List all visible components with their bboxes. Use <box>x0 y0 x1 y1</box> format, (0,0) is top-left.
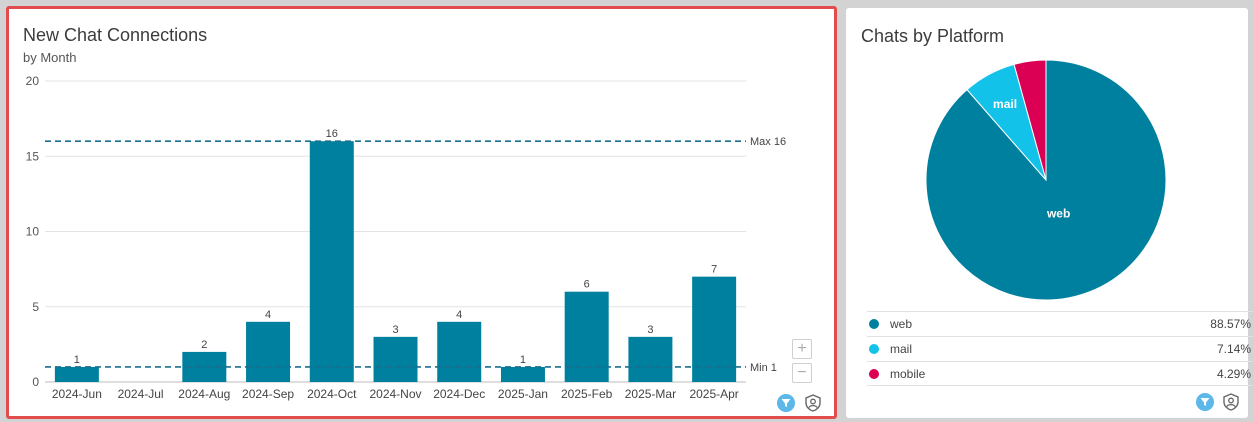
bar-value-label: 16 <box>326 128 338 140</box>
bar-value-label: 2 <box>201 339 207 351</box>
x-tick-label: 2025-Jan <box>498 387 548 401</box>
x-tick-label: 2024-Aug <box>178 387 230 401</box>
bar-chart[interactable]: 0 5 10 15 20 1 2024-Jun 2024-Jul 2 2024-Aug 4 2024-… <box>9 9 834 416</box>
bar-value-label: 1 <box>74 354 80 366</box>
x-tick-label: 2024-Dec <box>433 387 485 401</box>
pie-chart-panel[interactable]: Chats by Platform web mail web 88.57% mail 7… <box>846 8 1253 418</box>
bar-value-label: 1 <box>520 354 526 366</box>
legend-item-mobile[interactable]: mobile 4.29% <box>867 361 1253 386</box>
bar-value-label: 7 <box>711 264 717 276</box>
x-tick-label: 2025-Feb <box>561 387 613 401</box>
bar <box>373 336 418 382</box>
bar-chart-panel[interactable]: New Chat Connections by Month 0 5 10 15 20 1 2… <box>6 6 837 419</box>
legend-value: 4.29% <box>1216 366 1251 381</box>
reference-line-label: Max 16 <box>750 136 786 148</box>
legend-swatch <box>869 368 879 379</box>
pie-chart[interactable]: web mail <box>846 8 1248 308</box>
legend-value: 7.14% <box>1216 342 1251 356</box>
zoom-in-button[interactable]: + <box>792 339 812 359</box>
x-tick-label: 2024-Nov <box>369 387 421 401</box>
bar <box>309 141 354 382</box>
y-tick-label: 5 <box>32 300 39 314</box>
bar-value-label: 6 <box>584 279 590 291</box>
x-tick-label: 2025-Mar <box>625 387 676 401</box>
legend-swatch <box>869 319 879 329</box>
bar-value-label: 3 <box>392 324 398 336</box>
legend-value: 88.57% <box>1210 317 1251 331</box>
shield-user-icon[interactable] <box>804 394 822 412</box>
shield-user-icon[interactable] <box>1222 393 1240 411</box>
bar <box>437 321 482 382</box>
filter-icon[interactable] <box>1196 393 1214 411</box>
legend-item-web[interactable]: web 88.57% <box>867 311 1253 336</box>
bar-chart-subtitle: by Month <box>23 50 77 65</box>
x-tick-label: 2024-Jul <box>118 387 164 401</box>
x-tick-label: 2024-Sep <box>242 387 294 401</box>
y-tick-label: 20 <box>26 74 40 88</box>
pie-chart-title: Chats by Platform <box>861 26 1005 46</box>
pie-slice-label: web <box>1046 207 1070 221</box>
pie-slice-mobile <box>1013 59 1047 181</box>
x-tick-label: 2024-Jun <box>52 387 102 401</box>
legend-label: mail <box>890 342 913 356</box>
bar <box>54 366 99 382</box>
bar <box>564 291 609 382</box>
reference-line-label: Min 1 <box>750 362 777 374</box>
y-tick-label: 0 <box>32 375 39 389</box>
legend-label: mobile <box>890 366 926 381</box>
y-tick-label: 15 <box>26 149 40 163</box>
y-tick-label: 10 <box>26 225 40 239</box>
bar <box>628 336 673 382</box>
legend-label: web <box>890 317 913 331</box>
zoom-out-button[interactable]: − <box>792 363 812 383</box>
bar <box>246 321 291 382</box>
bar-value-label: 4 <box>456 309 462 321</box>
filter-icon[interactable] <box>777 394 795 412</box>
x-tick-label: 2024-Oct <box>307 387 357 401</box>
bar <box>692 276 737 382</box>
bar-chart-title: New Chat Connections <box>23 25 208 45</box>
pie-slice-label: mail <box>993 97 1017 111</box>
legend-swatch <box>869 344 879 354</box>
legend-item-mail[interactable]: mail 7.14% <box>867 336 1253 361</box>
pie-legend: web 88.57% mail 7.14% mobile 4.29% <box>867 311 1253 386</box>
x-tick-label: 2025-Apr <box>689 387 738 401</box>
bar-value-label: 3 <box>647 324 653 336</box>
bar <box>500 366 545 382</box>
bar-value-label: 4 <box>265 309 271 321</box>
